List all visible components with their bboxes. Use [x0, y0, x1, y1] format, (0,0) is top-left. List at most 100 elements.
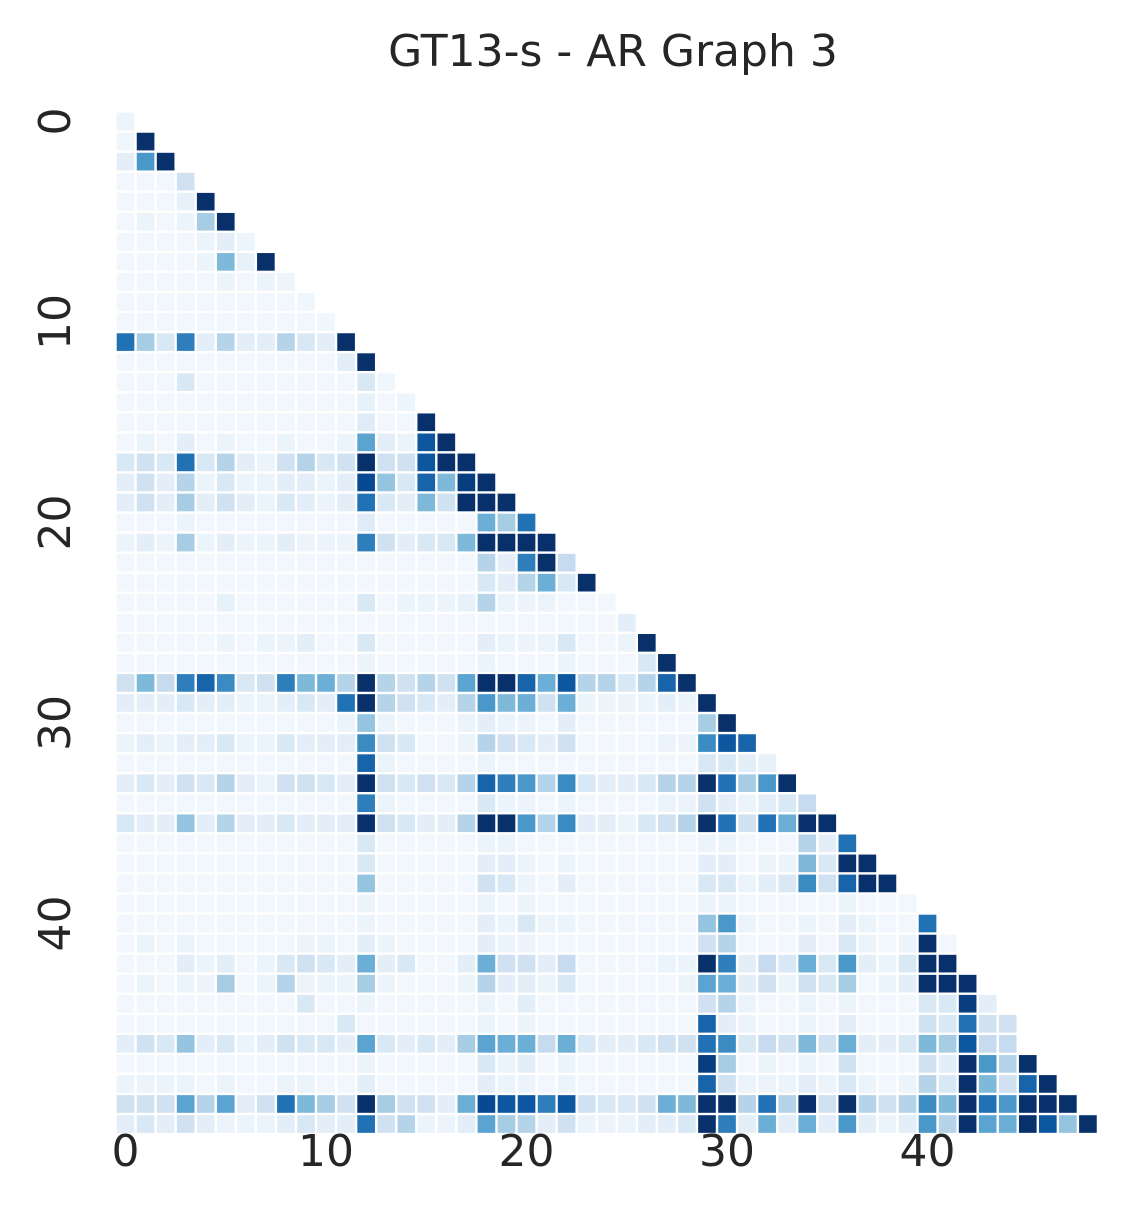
heatmap-cell — [156, 333, 175, 351]
heatmap-cell — [196, 493, 215, 512]
heatmap-cell — [477, 1035, 496, 1053]
heatmap-cell — [617, 894, 636, 913]
heatmap-cell — [216, 533, 235, 552]
heatmap-cell — [176, 1115, 195, 1133]
heatmap-cell — [397, 533, 416, 552]
heatmap-cell — [196, 734, 215, 752]
heatmap-cell — [457, 1055, 476, 1073]
heatmap-cell — [597, 1055, 616, 1073]
heatmap-cell — [237, 894, 255, 913]
heatmap-cell — [297, 754, 315, 772]
heatmap-cell — [196, 212, 215, 231]
heatmap-cell — [216, 453, 235, 472]
heatmap-cell — [497, 934, 516, 953]
heatmap-cell — [477, 493, 496, 512]
heatmap-cell — [898, 1115, 917, 1133]
heatmap-cell — [136, 253, 155, 271]
heatmap-cell — [116, 293, 135, 311]
heatmap-cell — [216, 1055, 235, 1073]
heatmap-cell — [337, 834, 355, 853]
heatmap-cell — [136, 954, 155, 973]
heatmap-cell — [317, 894, 335, 913]
heatmap-cell — [176, 273, 195, 291]
heatmap-cell — [577, 774, 596, 792]
heatmap-cell — [778, 1095, 796, 1113]
heatmap-cell — [417, 553, 436, 572]
heatmap-cell — [377, 774, 395, 792]
heatmap-cell — [176, 674, 195, 692]
heatmap-cell — [617, 654, 636, 672]
heatmap-cell — [277, 774, 295, 792]
heatmap-cell — [156, 794, 175, 813]
heatmap-cell — [136, 774, 155, 792]
heatmap-cell — [357, 573, 375, 592]
heatmap-cell — [216, 1014, 235, 1033]
heatmap-cell — [297, 794, 315, 813]
heatmap-cell — [738, 974, 756, 993]
heatmap-cell — [417, 613, 436, 632]
heatmap-cell — [678, 894, 696, 913]
heatmap-cell — [136, 493, 155, 512]
heatmap-cell — [417, 714, 436, 732]
y-tick-label: 10 — [30, 294, 81, 350]
heatmap-cell — [237, 253, 255, 271]
heatmap-cell — [377, 1014, 395, 1033]
heatmap-cell — [597, 714, 616, 732]
heatmap-cell — [698, 714, 716, 732]
heatmap-cell — [497, 493, 516, 512]
heatmap-cell — [978, 994, 997, 1013]
heatmap-cell — [938, 1075, 957, 1093]
heatmap-cell — [337, 493, 355, 512]
heatmap-cell — [798, 1014, 817, 1033]
heatmap-cell — [377, 914, 395, 933]
heatmap-cell — [557, 674, 576, 692]
heatmap-cell — [136, 393, 155, 412]
heatmap-cell — [678, 734, 696, 752]
heatmap-cell — [477, 654, 496, 672]
heatmap-cell — [176, 593, 195, 612]
heatmap-cell — [277, 273, 295, 291]
heatmap-cell — [297, 994, 315, 1013]
heatmap-cell — [998, 1075, 1017, 1093]
heatmap-cell — [878, 894, 897, 913]
heatmap-cell — [237, 433, 255, 452]
heatmap-cell — [257, 393, 275, 412]
heatmap-cell — [718, 974, 736, 993]
heatmap-cell — [116, 513, 135, 532]
heatmap-cell — [257, 513, 275, 532]
heatmap-cell — [297, 854, 315, 873]
heatmap-cell — [176, 353, 195, 371]
heatmap-cell — [156, 353, 175, 371]
heatmap-cell — [357, 994, 375, 1013]
heatmap-cell — [798, 954, 817, 973]
heatmap-cell — [537, 573, 556, 592]
heatmap-cell — [898, 1075, 917, 1093]
heatmap-cell — [317, 834, 335, 853]
heatmap-cell — [216, 794, 235, 813]
heatmap-cell — [597, 634, 616, 652]
heatmap-cell — [136, 593, 155, 612]
heatmap-cell — [998, 1055, 1017, 1073]
heatmap-cell — [698, 894, 716, 913]
heatmap-cell — [698, 934, 716, 953]
heatmap-cell — [918, 994, 937, 1013]
heatmap-cell — [136, 553, 155, 572]
heatmap-cell — [257, 433, 275, 452]
heatmap-cell — [337, 654, 355, 672]
heatmap-cell — [156, 1095, 175, 1113]
heatmap-cell — [156, 1014, 175, 1033]
heatmap-cell — [417, 754, 436, 772]
heatmap-cell — [136, 353, 155, 371]
heatmap-cell — [597, 1115, 616, 1133]
heatmap-cell — [176, 734, 195, 752]
heatmap-cell — [638, 754, 656, 772]
heatmap-cell — [557, 814, 576, 833]
heatmap-cell — [277, 1055, 295, 1073]
heatmap-cell — [357, 593, 375, 612]
heatmap-cell — [277, 654, 295, 672]
heatmap-cell — [417, 994, 436, 1013]
heatmap-cell — [216, 493, 235, 512]
heatmap-cell — [497, 513, 516, 532]
heatmap-cell — [517, 634, 536, 652]
heatmap-cell — [116, 112, 135, 131]
